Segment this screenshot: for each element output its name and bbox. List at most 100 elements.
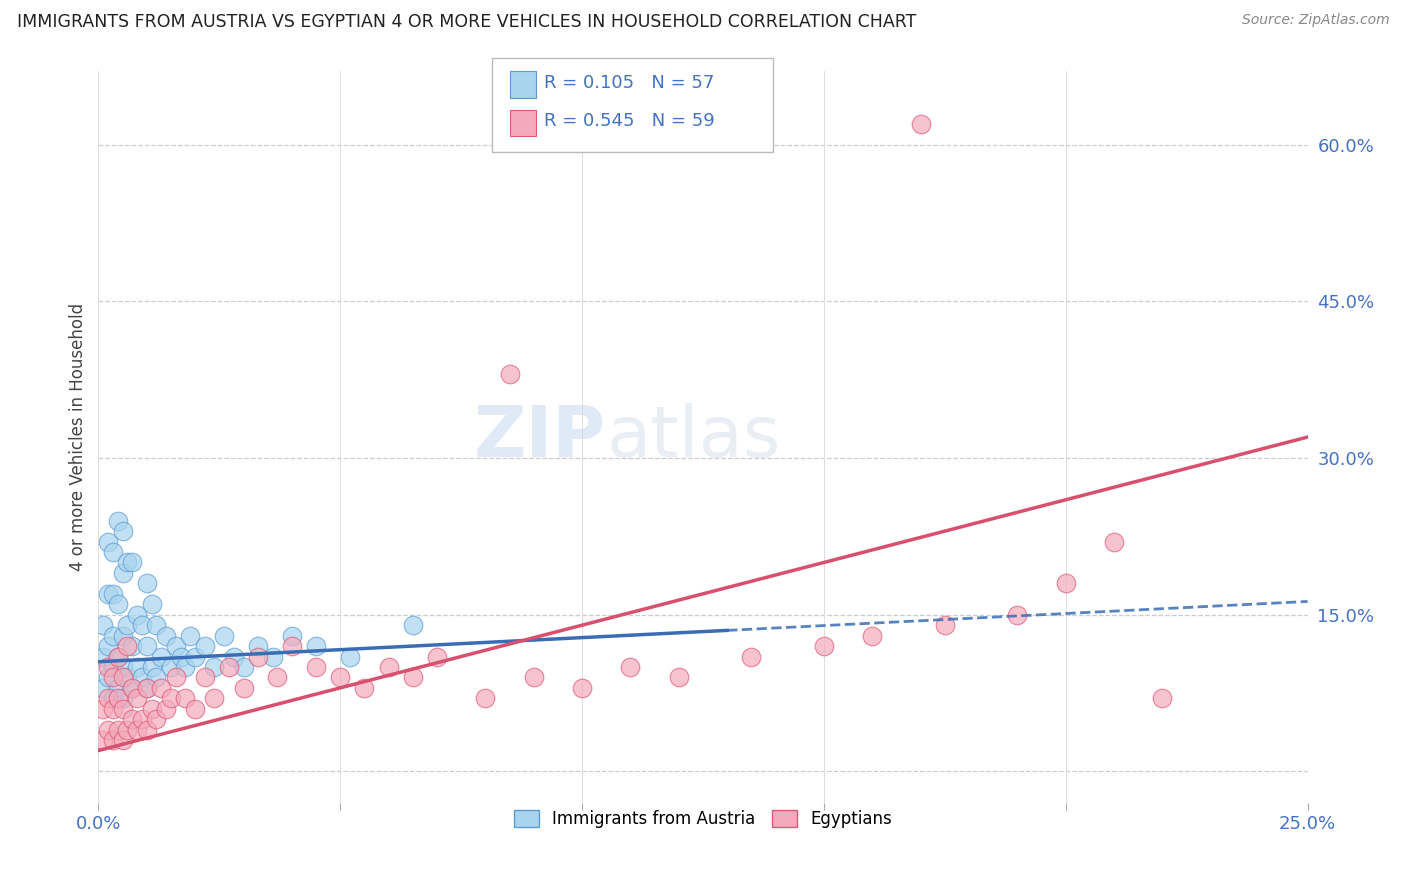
Point — [402, 670, 425, 684]
Point — [160, 660, 183, 674]
Point — [305, 660, 328, 674]
Point — [127, 691, 149, 706]
Point — [127, 723, 149, 737]
Text: R = 0.545   N = 59: R = 0.545 N = 59 — [544, 112, 714, 129]
Point — [155, 702, 177, 716]
Point — [111, 524, 134, 538]
Point — [117, 618, 139, 632]
Point — [141, 660, 163, 674]
Point — [194, 670, 217, 684]
Point — [97, 660, 120, 674]
Point — [101, 660, 124, 674]
Point — [1102, 534, 1125, 549]
Point — [145, 712, 167, 726]
Point — [179, 629, 201, 643]
Point — [262, 649, 284, 664]
Point — [121, 712, 143, 726]
Point — [174, 660, 197, 674]
Point — [97, 670, 120, 684]
Point — [218, 660, 240, 674]
Text: R = 0.105   N = 57: R = 0.105 N = 57 — [544, 74, 714, 92]
Point — [266, 670, 288, 684]
Point — [111, 566, 134, 580]
Point — [474, 691, 496, 706]
Point — [135, 639, 157, 653]
Point — [212, 629, 235, 643]
Point — [97, 587, 120, 601]
Point — [107, 691, 129, 706]
Point — [91, 681, 114, 695]
Point — [111, 702, 134, 716]
Point — [117, 556, 139, 570]
Point — [165, 670, 187, 684]
Point — [934, 618, 956, 632]
Point — [169, 649, 191, 664]
Point — [402, 618, 425, 632]
Point — [145, 618, 167, 632]
Point — [910, 117, 932, 131]
Point — [222, 649, 245, 664]
Point — [174, 691, 197, 706]
Point — [107, 649, 129, 664]
Point — [194, 639, 217, 653]
Point — [121, 556, 143, 570]
Point — [141, 702, 163, 716]
Point — [117, 723, 139, 737]
Point — [111, 670, 134, 684]
Point — [571, 681, 593, 695]
Point — [107, 597, 129, 611]
Text: ZIP: ZIP — [474, 402, 606, 472]
Point — [91, 618, 114, 632]
Point — [1054, 576, 1077, 591]
Point — [111, 691, 134, 706]
Point — [353, 681, 375, 695]
Point — [97, 639, 120, 653]
Point — [145, 670, 167, 684]
Point — [1152, 691, 1174, 706]
Point — [204, 691, 226, 706]
Point — [131, 670, 153, 684]
Point — [135, 681, 157, 695]
Point — [101, 670, 124, 684]
Text: Source: ZipAtlas.com: Source: ZipAtlas.com — [1241, 13, 1389, 28]
Point — [107, 649, 129, 664]
Point — [121, 681, 143, 695]
Point — [329, 670, 352, 684]
Point — [860, 629, 883, 643]
Point — [101, 733, 124, 747]
Point — [107, 514, 129, 528]
Point — [117, 670, 139, 684]
Point — [281, 639, 304, 653]
Point — [1007, 607, 1029, 622]
Text: IMMIGRANTS FROM AUSTRIA VS EGYPTIAN 4 OR MORE VEHICLES IN HOUSEHOLD CORRELATION : IMMIGRANTS FROM AUSTRIA VS EGYPTIAN 4 OR… — [17, 13, 917, 31]
Point — [97, 691, 120, 706]
Point — [111, 733, 134, 747]
Point — [204, 660, 226, 674]
Point — [127, 660, 149, 674]
Point — [135, 681, 157, 695]
Point — [339, 649, 361, 664]
Point — [107, 723, 129, 737]
Point — [247, 649, 270, 664]
Legend: Immigrants from Austria, Egyptians: Immigrants from Austria, Egyptians — [508, 803, 898, 835]
Point — [668, 670, 690, 684]
Point — [232, 660, 254, 674]
Point — [426, 649, 449, 664]
Point — [523, 670, 546, 684]
Point — [97, 723, 120, 737]
Point — [101, 691, 124, 706]
Point — [91, 733, 114, 747]
Y-axis label: 4 or more Vehicles in Household: 4 or more Vehicles in Household — [69, 303, 87, 571]
Point — [155, 629, 177, 643]
Point — [247, 639, 270, 653]
Point — [117, 639, 139, 653]
Point — [141, 597, 163, 611]
Point — [101, 587, 124, 601]
Point — [165, 639, 187, 653]
Point — [740, 649, 762, 664]
Point — [121, 681, 143, 695]
Point — [111, 660, 134, 674]
Point — [305, 639, 328, 653]
Point — [498, 368, 520, 382]
Point — [101, 702, 124, 716]
